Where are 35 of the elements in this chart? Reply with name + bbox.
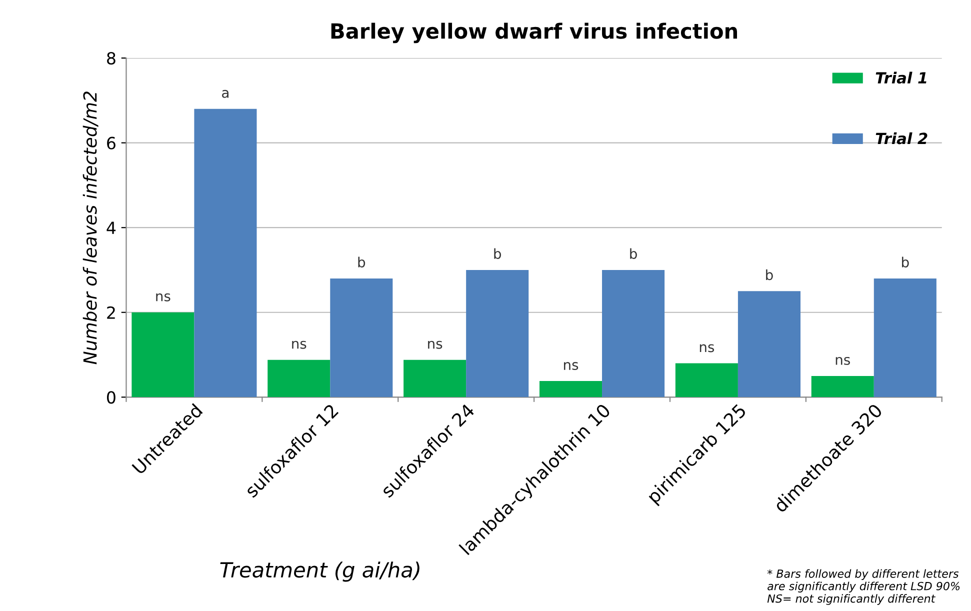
bar (539, 381, 602, 398)
data-label: ns (836, 356, 850, 365)
bar (811, 376, 874, 398)
data-label: b (902, 256, 909, 268)
data-label: ns (564, 362, 578, 370)
y-tick-label: 8 (107, 52, 116, 65)
bar (132, 312, 194, 398)
data-label: b (630, 248, 637, 259)
legend-label: Trial 2 (876, 132, 928, 144)
data-label: b (766, 269, 773, 280)
text: * Bars followed by different letters are significantly different LSD 90% NS= not significantly different (767, 569, 960, 605)
y-tick-label: 4 (106, 222, 116, 234)
bar (602, 270, 665, 398)
legend-label: Trial 1 (876, 72, 926, 84)
data-label: b (358, 256, 366, 268)
data-label: ns (292, 340, 306, 349)
bar (874, 278, 936, 398)
data-label: ns (700, 344, 714, 352)
data-label: b (494, 248, 501, 259)
y-tick-label: 2 (107, 306, 115, 319)
y-tick-label: 6 (107, 136, 116, 150)
bar (466, 270, 529, 398)
y-axis-title: Number of leaves infected/m2 (82, 92, 98, 364)
data-label: ns (428, 340, 442, 349)
x-axis-title: Treatment (g ai/ha) (220, 562, 420, 582)
data-label: ns (156, 293, 170, 302)
bar (675, 363, 738, 398)
bar (194, 108, 257, 398)
chart-title: Barley yellow dwarf virus infection (331, 22, 738, 44)
bar (330, 278, 393, 398)
data-label: a (222, 90, 228, 98)
bar (268, 360, 330, 398)
y-tick-label: 0 (107, 391, 116, 404)
bar (738, 291, 800, 398)
bar (404, 360, 466, 398)
